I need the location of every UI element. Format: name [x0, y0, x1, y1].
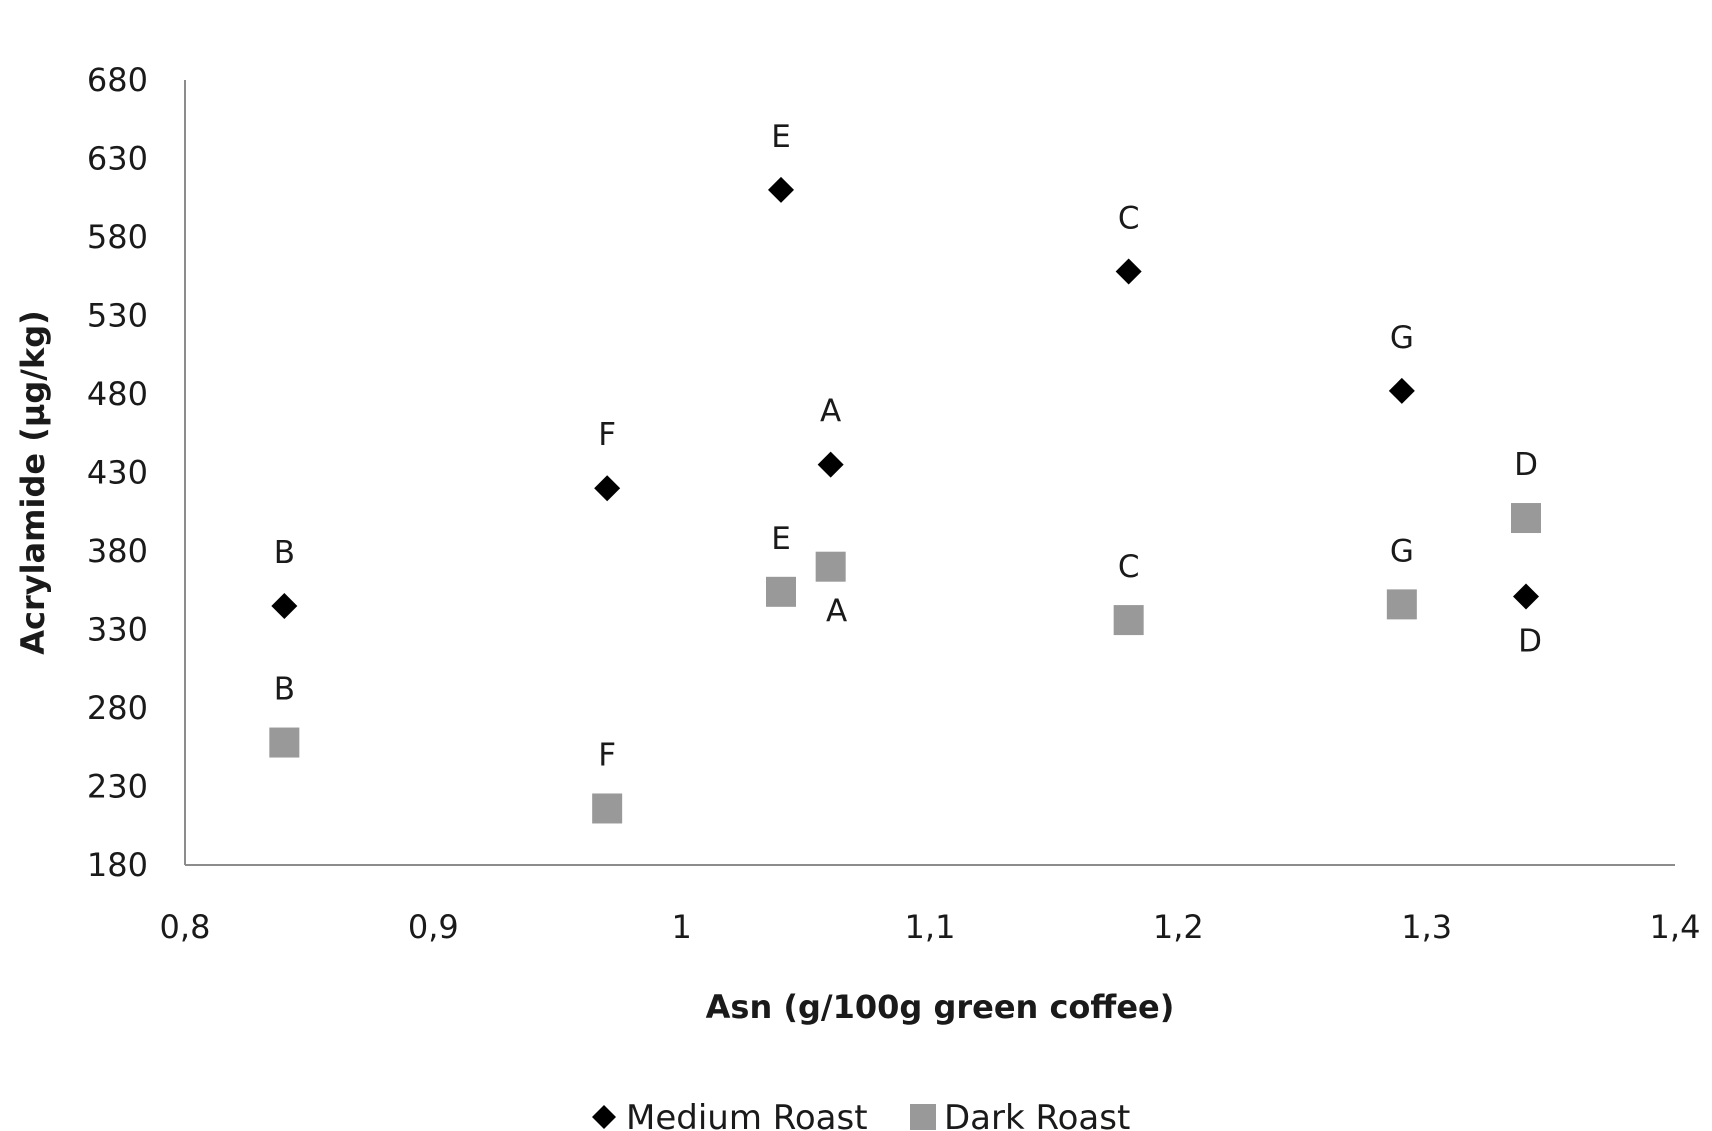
legend-label-dark-roast: Dark Roast [944, 1098, 1130, 1131]
x-tick-label: 0,9 [408, 908, 459, 946]
y-tick-label: 530 [87, 297, 148, 335]
y-tick-label: 230 [87, 768, 148, 806]
y-tick-labels: 180 230 280 330 380 430 480 530 580 630 680 [87, 61, 148, 884]
medium-roast-label-b: B [274, 535, 295, 571]
dark-roast-point-f [592, 793, 623, 824]
medium-roast-label-d: D [1518, 624, 1542, 660]
medium-roast-point-f [594, 475, 621, 502]
y-tick-label: 480 [87, 375, 148, 413]
y-tick-label: 430 [87, 454, 148, 492]
dark-roast-label-c: C [1118, 549, 1140, 585]
legend-diamond-marker [592, 1105, 616, 1129]
medium-roast-label-g: G [1390, 320, 1414, 356]
dark-roast-point-d [1511, 503, 1541, 534]
dark-roast-label-f: F [598, 737, 616, 773]
medium-roast-label-e: E [771, 119, 791, 155]
y-axis-title: Acrylamide (µg/kg) [14, 310, 52, 655]
dark-roast-label-a: A [826, 594, 847, 630]
axes [184, 80, 1675, 866]
medium-roast-point-g [1388, 377, 1415, 404]
medium-roast-point-b [271, 592, 298, 619]
x-tick-label: 1,2 [1153, 908, 1204, 946]
data-points: B F E A C G D B F E A C G D [269, 119, 1542, 824]
dark-roast-label-g: G [1390, 533, 1414, 569]
x-tick-label: 1,1 [905, 908, 956, 946]
legend: Medium Roast Dark Roast [592, 1098, 1130, 1131]
dark-roast-point-e [766, 576, 796, 607]
y-tick-label: 380 [87, 532, 148, 570]
medium-roast-point-e [768, 176, 794, 203]
medium-roast-label-f: F [598, 417, 616, 453]
x-tick-label: 1,3 [1401, 908, 1452, 946]
dark-roast-label-b: B [274, 672, 295, 708]
y-tick-label: 580 [87, 218, 148, 256]
dark-roast-label-e: E [771, 521, 791, 557]
x-tick-label: 0,8 [160, 908, 211, 946]
dark-roast-point-c [1113, 605, 1144, 636]
dark-roast-point-a [815, 551, 846, 582]
legend-label-medium-roast: Medium Roast [626, 1098, 868, 1131]
y-tick-label: 180 [87, 846, 148, 884]
dark-roast-point-g [1386, 589, 1417, 620]
x-tick-label: 1 [671, 908, 691, 946]
x-tick-label: 1,4 [1650, 908, 1701, 946]
dark-roast-label-d: D [1514, 447, 1538, 483]
medium-roast-label-c: C [1118, 201, 1140, 237]
x-tick-labels: 0,8 0,9 1 1,1 1,2 1,3 1,4 [160, 908, 1701, 946]
medium-roast-point-a [817, 451, 844, 478]
dark-roast-point-b [269, 727, 300, 758]
legend-square-marker [910, 1104, 936, 1130]
medium-roast-point-c [1115, 258, 1142, 285]
x-axis-title: Asn (g/100g green coffee) [706, 988, 1175, 1026]
medium-roast-point-d [1513, 583, 1539, 610]
y-tick-label: 330 [87, 611, 148, 649]
medium-roast-label-a: A [820, 394, 841, 430]
y-tick-label: 630 [87, 140, 148, 178]
y-tick-label: 280 [87, 689, 148, 727]
y-tick-label: 680 [87, 61, 148, 99]
